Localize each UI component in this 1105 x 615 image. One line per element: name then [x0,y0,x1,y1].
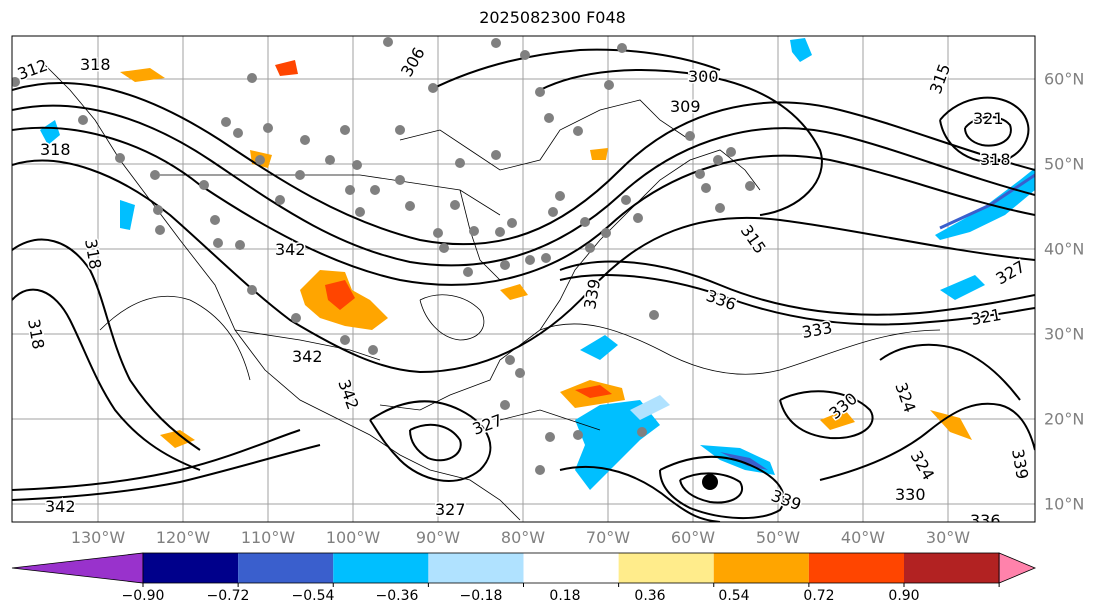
latitude-label: 50°N [1044,154,1085,174]
contour-label: 342 [275,240,306,259]
colorbar-extend-min [11,552,144,584]
colorbar-tick-label: 0.18 [549,588,581,604]
longitude-label: 40°W [840,528,886,547]
contour-label: 318 [40,140,71,159]
colorbar-tick-label: −0.72 [206,588,250,604]
colorbar-segment [523,553,619,583]
contour-label: 318 [81,237,105,270]
longitude-label: 80°W [500,528,546,547]
longitude-label: 110°W [240,528,296,547]
colorbar-outline [142,552,1000,584]
colorbar-segment [904,553,1000,583]
contour-label: 300 [688,67,719,86]
contour-label: 321 [973,109,1004,128]
longitude-label: 130°W [70,528,126,547]
contour-label: 330 [895,485,926,504]
contour-label: 309 [670,97,701,116]
contour-label: 336 [970,511,1001,530]
colorbar-tick-label: −0.90 [121,588,165,604]
colorbar-tick-label: 0.36 [634,588,666,604]
colorbar-tick-label: 0.54 [718,588,750,604]
latitude-label: 20°N [1044,409,1085,429]
map-title: 2025082300 F048 [479,8,626,27]
contour-label: 342 [45,497,76,516]
colorbar-extend-max [998,552,1037,584]
colorbar-tick-label: 0.90 [888,588,920,604]
map-frame [11,35,1036,523]
contour-label: 327 [435,500,466,519]
contour-lines [12,48,1035,522]
latitude-label: 30°N [1044,324,1085,344]
contour-label: 342 [292,347,323,366]
longitude-label: 120°W [155,528,211,547]
longitude-label: 90°W [415,528,461,547]
tropical-cyclone-marker [702,474,718,490]
longitude-label: 100°W [325,528,381,547]
colorbar-segment [333,553,429,583]
longitude-label: 30°W [925,528,971,547]
colorbar-tick-label: −0.18 [459,588,503,604]
colorbar-segment [713,553,809,583]
colorbar [11,552,1037,587]
contour-label: 318 [80,55,111,74]
colorbar-segment [618,553,714,583]
colorbar-tick-label: 0.72 [803,588,835,604]
colorbar-segment [428,553,524,583]
colorbar-segment [808,553,904,583]
colorbar-tick-label: −0.54 [291,588,335,604]
latitude-label: 60°N [1044,69,1085,89]
longitude-label: 60°W [670,528,716,547]
contour-label: 318 [980,150,1011,169]
longitude-label: 70°W [585,528,631,547]
coastlines [39,59,761,521]
colorbar-segment [238,553,334,583]
station-dots [12,37,755,475]
latitude-label: 10°N [1044,494,1085,514]
colorbar-segment [143,553,239,583]
colorbar-tick-label: −0.36 [375,588,419,604]
contour-labels: 312 318 342 318 318 318 306 300 309 321 … [13,43,1033,530]
latitude-label: 40°N [1044,239,1085,259]
longitude-label: 50°W [755,528,801,547]
